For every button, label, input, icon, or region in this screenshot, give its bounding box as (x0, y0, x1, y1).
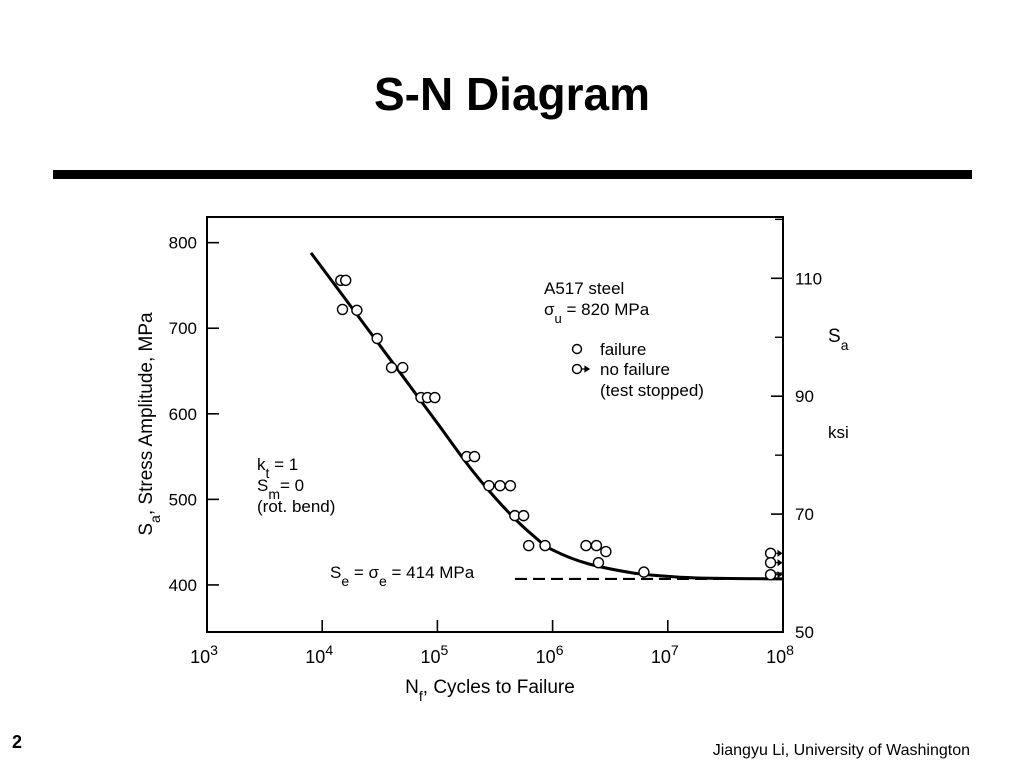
x-tick-label: 106 (536, 642, 564, 667)
runout-points (764, 547, 783, 581)
legend-no-failure-note: (test stopped) (600, 381, 704, 400)
failure-point (539, 539, 551, 552)
failure-point (590, 539, 603, 552)
legend-no-failure-marker (571, 363, 583, 375)
legend-failure-label: failure (600, 340, 646, 359)
runout-point (764, 556, 777, 569)
failure-point (580, 539, 592, 552)
y-tick-label: 700 (169, 319, 197, 338)
failure-point (429, 391, 441, 404)
y2-axis-unit: ksi (828, 423, 849, 442)
failure-point (340, 274, 352, 287)
loading-label: (rot. bend) (257, 497, 335, 516)
x-tick-label: 105 (420, 642, 448, 667)
runout-arrow-icon (775, 559, 783, 567)
failure-point (385, 361, 398, 374)
failure-point (351, 304, 363, 316)
endurance-limit-label: Se = σe = 414 MPa (330, 563, 475, 589)
kt-label: kt = 1 (257, 455, 298, 481)
failure-point (592, 556, 605, 569)
x-tick-label: 104 (305, 642, 333, 667)
y-tick-label: 400 (169, 576, 197, 595)
x-axis-ticks: 103 104 105 106 107 108 (190, 620, 794, 667)
y-tick-label: 500 (169, 490, 197, 509)
legend-failure-marker (571, 343, 583, 355)
y2-tick-label: 50 (795, 623, 814, 642)
failure-point (483, 479, 495, 492)
legend-no-failure-label: no failure (600, 360, 670, 379)
x-tick-label: 107 (651, 642, 679, 667)
runout-arrow-icon (775, 549, 783, 557)
slide-title: S-N Diagram (373, 68, 651, 120)
ultimate-strength-label: σu = 820 MPa (544, 300, 650, 326)
failure-point (336, 303, 349, 316)
failure-points (335, 274, 650, 578)
failure-point (600, 545, 612, 558)
failure-point (504, 479, 517, 492)
y-axis-title: Sa, Stress Amplitude, MPa (136, 312, 163, 536)
failure-point (522, 539, 535, 552)
y2-tick-label: 110 (795, 269, 822, 288)
y2-axis-ticks: 50 70 90 110 (771, 218, 822, 642)
legend-arrow-icon (582, 365, 591, 373)
failure-point (638, 566, 650, 578)
y-tick-label: 800 (169, 234, 197, 253)
failure-point (494, 479, 506, 492)
runout-arrow-icon (775, 571, 783, 579)
fit-curve (309, 252, 784, 581)
y-tick-label: 600 (169, 405, 197, 424)
x-axis-title: Nf, Cycles to Failure (405, 677, 575, 704)
failure-point (371, 332, 383, 345)
title-divider (53, 170, 972, 179)
failure-point (397, 361, 409, 374)
sm-label: Sm= 0 (257, 476, 304, 502)
slide-number: 2 (12, 732, 23, 752)
y2-tick-label: 70 (795, 505, 814, 524)
runout-point (764, 568, 777, 581)
y2-axis-title: Sa (828, 326, 849, 353)
y-axis-ticks: 400 500 600 700 800 (169, 234, 219, 595)
material-name: A517 steel (544, 279, 624, 298)
failure-point (468, 450, 481, 463)
x-tick-label: 108 (766, 642, 794, 667)
y2-tick-label: 90 (795, 387, 814, 406)
runout-point (764, 547, 777, 559)
plot-frame (206, 216, 784, 633)
x-tick-label: 103 (190, 642, 218, 667)
failure-point (517, 509, 530, 522)
footer-credit: Jiangyu Li, University of Washington (712, 742, 970, 759)
